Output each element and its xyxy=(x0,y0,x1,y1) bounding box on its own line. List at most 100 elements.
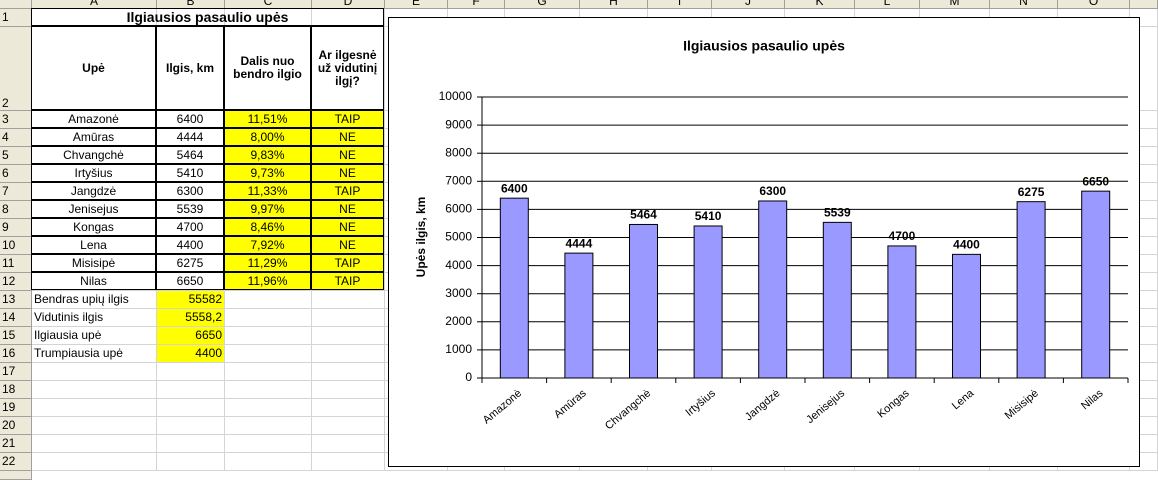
cell xyxy=(32,381,157,399)
bar xyxy=(758,200,788,379)
y-tick-label: 1000 xyxy=(445,342,472,356)
data-label: 4444 xyxy=(566,236,593,250)
cell xyxy=(312,345,385,363)
summary-value: 55582 xyxy=(157,291,225,309)
cell xyxy=(157,363,225,381)
cell xyxy=(225,435,312,453)
row-header: 5 xyxy=(0,147,32,165)
cell xyxy=(312,273,385,291)
data-label: 4400 xyxy=(953,238,980,252)
data-cell: 4700 xyxy=(156,218,224,236)
cell xyxy=(32,363,157,381)
cell xyxy=(157,381,225,399)
column-title: Dalis nuo bendro ilgio xyxy=(224,26,311,110)
row-header: 8 xyxy=(0,201,32,219)
data-cell: 4444 xyxy=(156,128,224,146)
row-header: 11 xyxy=(0,255,32,273)
row-header: 17 xyxy=(0,363,32,381)
row-header: 13 xyxy=(0,291,32,309)
chart-title: Ilgiausios pasaulio upės xyxy=(683,38,845,54)
row-header: 19 xyxy=(0,399,32,417)
data-cell: 5410 xyxy=(156,164,224,182)
chart: Ilgiausios pasaulio upės Upės ilgis, km … xyxy=(388,17,1140,467)
cell xyxy=(312,363,385,381)
data-cell: Nilas xyxy=(31,272,156,290)
cell xyxy=(312,435,385,453)
data-cell: Amūras xyxy=(31,128,156,146)
bar xyxy=(693,225,723,379)
cell xyxy=(225,345,312,363)
data-cell: Kongas xyxy=(31,218,156,236)
data-label: 6300 xyxy=(759,184,786,198)
cell xyxy=(157,453,225,471)
data-cell: 9,83% xyxy=(224,146,311,164)
data-cell: Irtyšius xyxy=(31,164,156,182)
row-header: 20 xyxy=(0,417,32,435)
data-cell: 4400 xyxy=(156,236,224,254)
summary-label: Trumpiausia upė xyxy=(32,345,157,363)
column-header: K xyxy=(785,0,855,9)
cell xyxy=(157,417,225,435)
column-header: G xyxy=(505,0,580,9)
data-cell: NE xyxy=(311,200,384,218)
row-header: 7 xyxy=(0,183,32,201)
y-tick-label: 6000 xyxy=(445,202,472,216)
cell xyxy=(32,453,157,471)
row-header: 15 xyxy=(0,327,32,345)
column-header: E xyxy=(385,0,448,9)
data-label: 5410 xyxy=(695,209,722,223)
cell xyxy=(312,417,385,435)
row-header: 14 xyxy=(0,309,32,327)
data-cell: 11,96% xyxy=(224,272,311,290)
column-header: M xyxy=(920,0,990,9)
data-cell: TAIP xyxy=(311,254,384,272)
bar xyxy=(822,221,852,379)
y-tick-label: 4000 xyxy=(445,258,472,272)
data-cell: Lena xyxy=(31,236,156,254)
column-header xyxy=(1130,0,1158,9)
data-cell: TAIP xyxy=(311,272,384,290)
y-tick-label: 2000 xyxy=(445,314,472,328)
corner xyxy=(0,0,32,9)
row-header: 9 xyxy=(0,219,32,237)
bar xyxy=(629,223,658,379)
data-cell: 11,29% xyxy=(224,254,311,272)
data-cell: Chvangchė xyxy=(31,146,156,164)
bar xyxy=(887,245,917,379)
data-cell: 5464 xyxy=(156,146,224,164)
data-cell: Jenisejus xyxy=(31,200,156,218)
row-header: 18 xyxy=(0,381,32,399)
column-header: F xyxy=(448,0,505,9)
data-cell: 6300 xyxy=(156,182,224,200)
cell xyxy=(312,327,385,345)
cell xyxy=(32,435,157,453)
cell xyxy=(225,417,312,435)
bar xyxy=(499,197,529,379)
y-tick-label: 0 xyxy=(465,370,472,384)
row-header: 6 xyxy=(0,165,32,183)
cell xyxy=(225,309,312,327)
summary-value: 6650 xyxy=(157,327,225,345)
data-cell: NE xyxy=(311,128,384,146)
data-cell: 9,97% xyxy=(224,200,311,218)
column-header: H xyxy=(580,0,648,9)
data-cell: 5539 xyxy=(156,200,224,218)
column-title: Upė xyxy=(31,26,156,110)
bar xyxy=(1081,190,1111,379)
data-cell: NE xyxy=(311,218,384,236)
data-label: 6275 xyxy=(1018,185,1045,199)
summary-label: Vidutinis ilgis xyxy=(32,309,157,327)
summary-label: Ilgiausia upė xyxy=(32,327,157,345)
cell xyxy=(225,363,312,381)
data-label: 5464 xyxy=(630,208,657,222)
row-header: 22 xyxy=(0,453,32,471)
data-cell: Amazonė xyxy=(31,110,156,128)
y-tick-label: 5000 xyxy=(445,230,472,244)
data-cell: 8,00% xyxy=(224,128,311,146)
row-header: 16 xyxy=(0,345,32,363)
column-header: N xyxy=(990,0,1058,9)
y-tick-label: 7000 xyxy=(445,173,472,187)
data-cell: Jangdzė xyxy=(31,182,156,200)
cell xyxy=(225,327,312,345)
